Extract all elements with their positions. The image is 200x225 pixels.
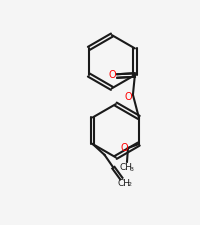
Text: O: O: [108, 70, 116, 80]
Text: O: O: [121, 142, 128, 152]
Text: 3: 3: [129, 166, 133, 171]
Text: CH: CH: [120, 162, 133, 171]
Text: O: O: [124, 91, 132, 101]
Text: 2: 2: [128, 181, 132, 186]
Text: CH: CH: [118, 178, 131, 187]
